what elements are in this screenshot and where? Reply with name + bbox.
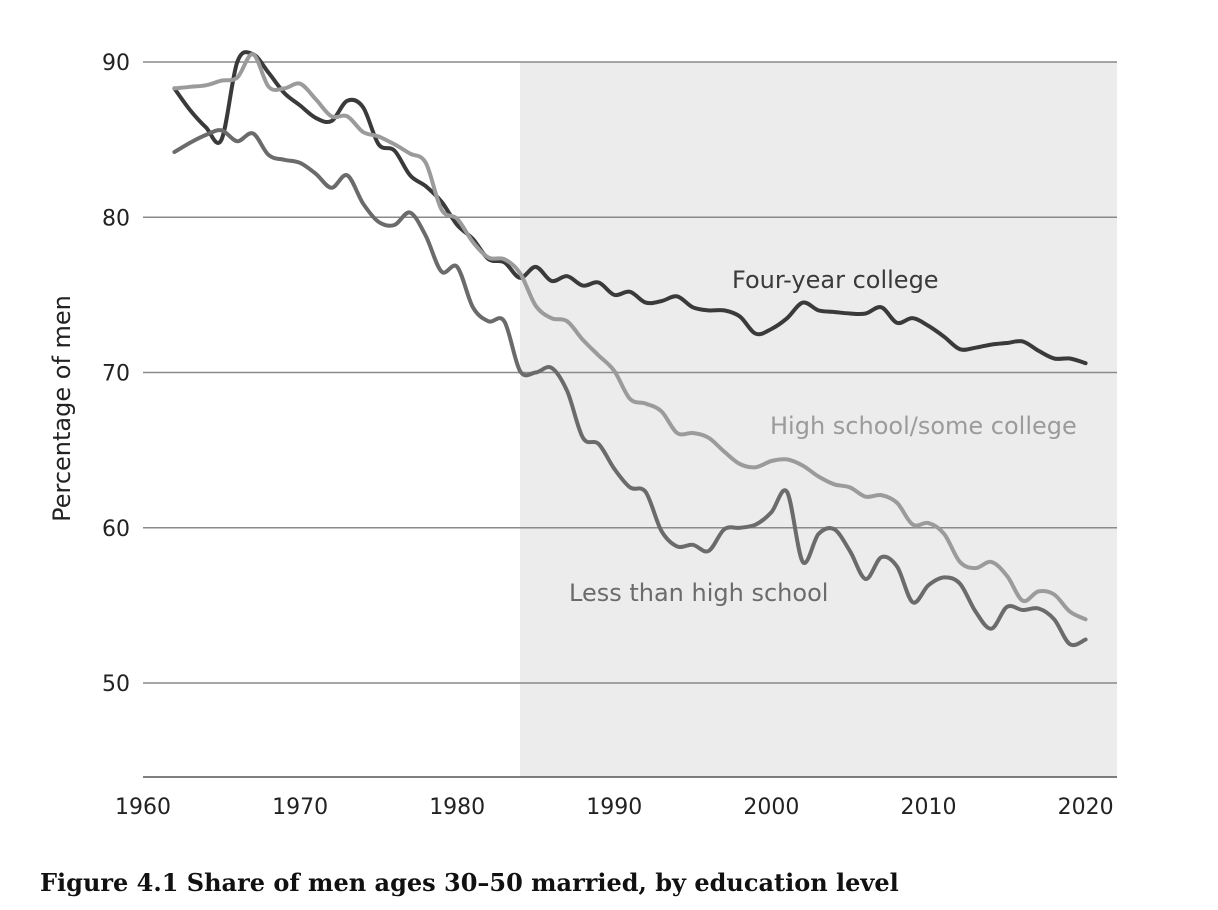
series-label-four-year-college: Four-year college (732, 266, 939, 294)
figure-caption: Figure 4.1 Share of men ages 30–50 marri… (40, 868, 899, 897)
x-tick-labels: 1960 1970 1980 1990 2000 2010 2020 (115, 795, 1114, 820)
gridlines (143, 61, 1117, 684)
series-labels: Four-year college High school/some colle… (569, 266, 1077, 607)
x-tick-label: 1970 (272, 795, 328, 820)
x-tick-label: 2020 (1058, 795, 1114, 820)
series-label-high-school-some-college: High school/some college (770, 412, 1077, 440)
x-tick-label: 2010 (900, 795, 956, 820)
y-tick-label: 50 (102, 672, 130, 697)
x-tick-label: 2000 (743, 795, 799, 820)
series-line-four-year-college (172, 50, 1088, 366)
y-tick-label: 70 (102, 362, 130, 387)
y-tick-labels: 50 60 70 80 90 (102, 51, 130, 697)
series-line-high-school-some-college (172, 52, 1088, 622)
x-tick-label: 1990 (586, 795, 642, 820)
y-tick-label: 60 (102, 517, 130, 542)
shaded-period-region (520, 62, 1117, 777)
series-line-less-than-high-school (172, 128, 1088, 648)
x-tick-label: 1960 (115, 795, 171, 820)
y-tick-label: 90 (102, 51, 130, 76)
series-lines (172, 50, 1088, 648)
series-label-less-than-high-school: Less than high school (569, 579, 828, 607)
y-axis-label: Percentage of men (48, 295, 76, 522)
x-tick-label: 1980 (429, 795, 485, 820)
y-tick-label: 80 (102, 206, 130, 231)
